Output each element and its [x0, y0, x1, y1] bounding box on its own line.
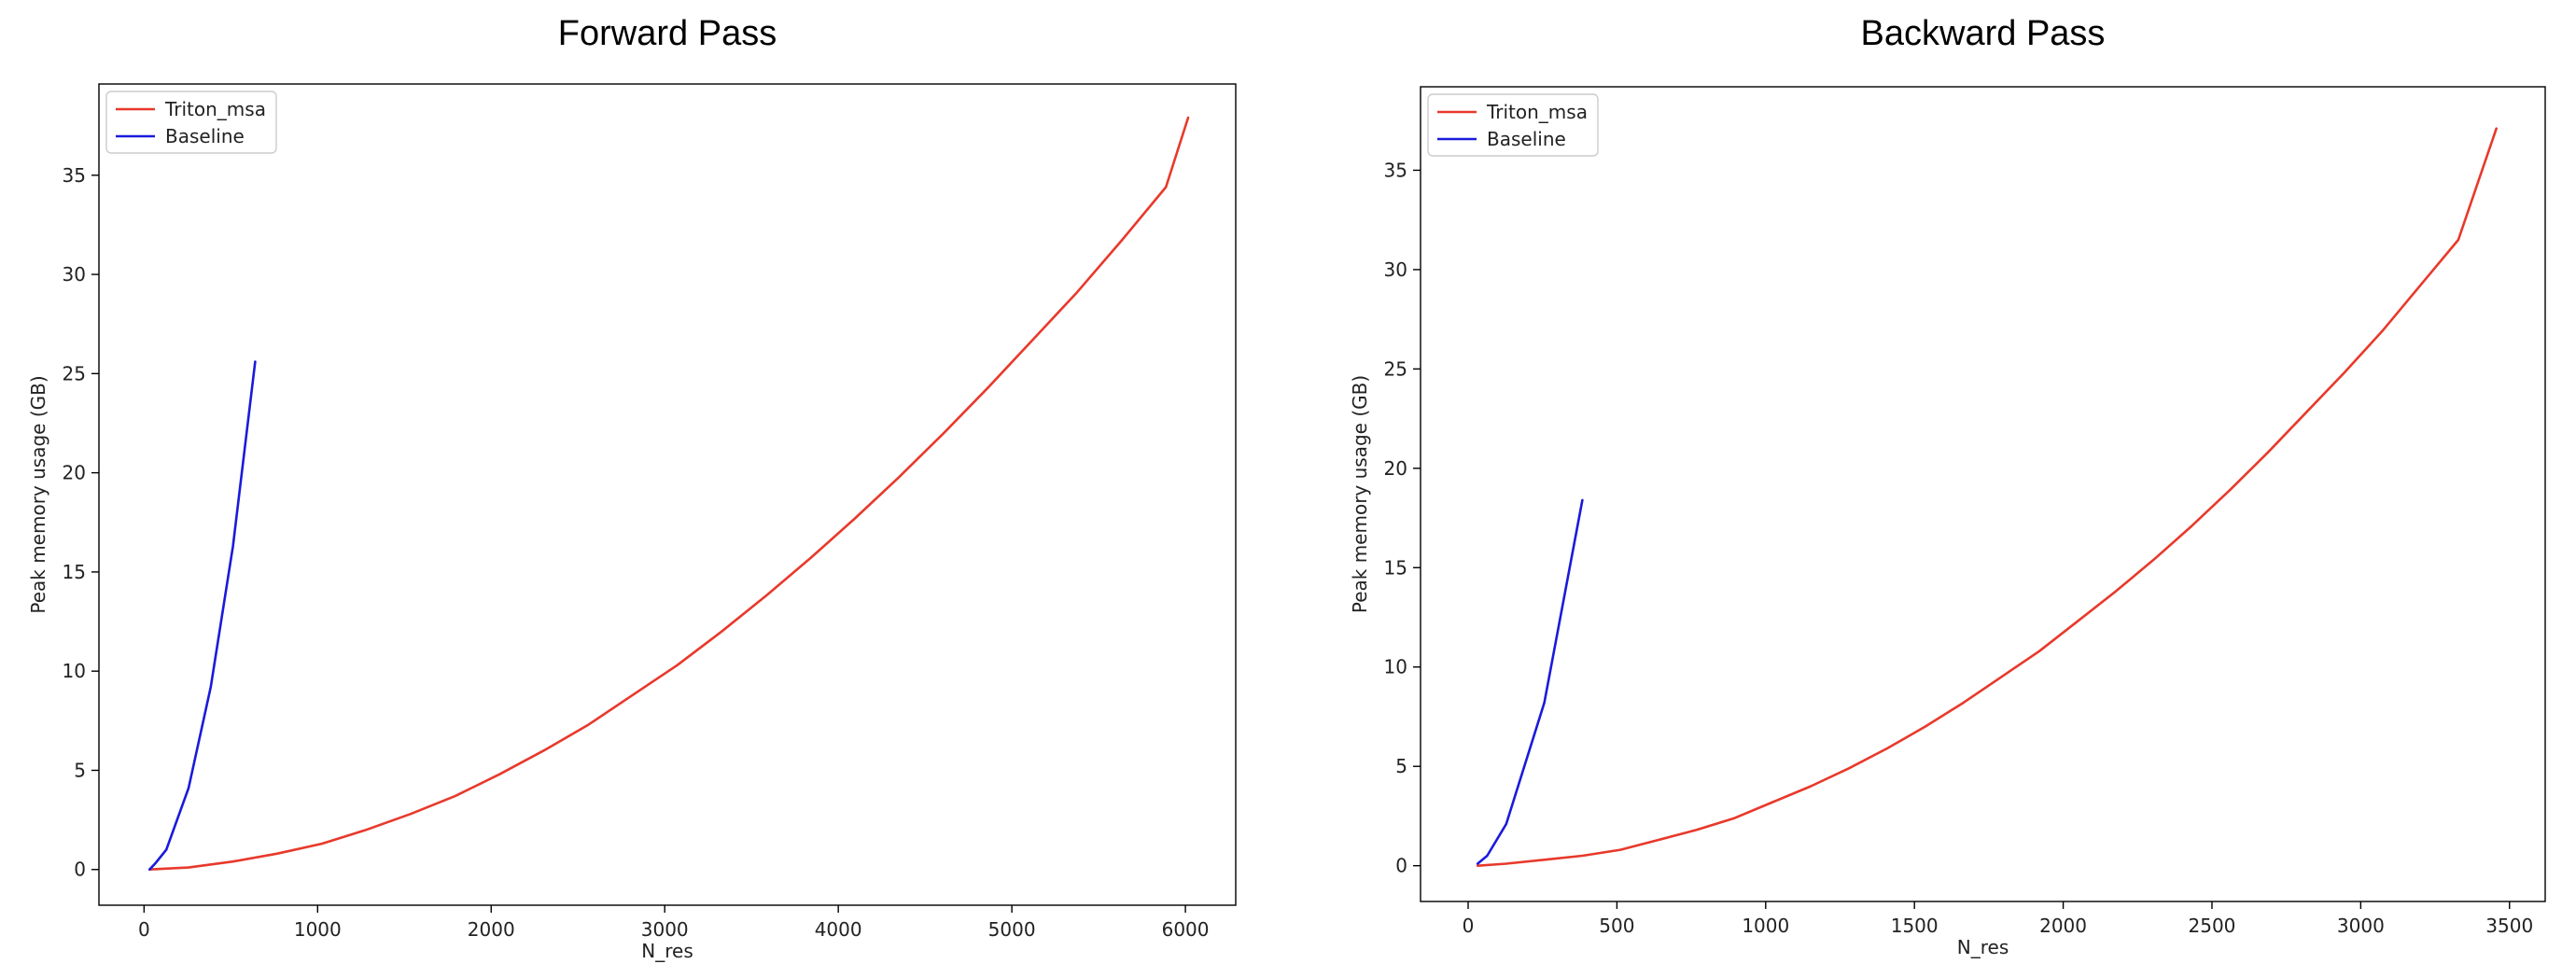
- y-tick-label: 30: [1384, 258, 1407, 281]
- legend-entry: Triton_msa: [1486, 101, 1588, 123]
- legend-entry: Baseline: [165, 125, 245, 147]
- plot-frame: [1420, 86, 2546, 902]
- y-axis-label: Peak memory usage (GB): [1349, 375, 1371, 613]
- x-tick-label: 2500: [2189, 915, 2236, 937]
- legend-box: [1427, 93, 1599, 157]
- y-tick-label: 30: [63, 263, 86, 286]
- y-tick-label: 0: [74, 859, 86, 881]
- y-tick-label: 15: [63, 561, 86, 583]
- chart-title: Forward Pass: [558, 14, 777, 53]
- y-tick-label: 0: [1395, 855, 1407, 877]
- x-axis-label: N_res: [641, 940, 693, 962]
- x-tick-label: 0: [1463, 915, 1475, 937]
- legend-box: [105, 91, 277, 154]
- y-tick-label: 10: [1384, 656, 1407, 678]
- x-tick-label: 0: [138, 918, 150, 941]
- y-tick-label: 25: [1384, 357, 1407, 380]
- y-tick-label: 5: [74, 759, 86, 781]
- y-tick-label: 35: [1384, 159, 1407, 181]
- legend-entry: Triton_msa: [164, 98, 266, 120]
- legend: Triton_msa Baseline: [1427, 93, 1599, 157]
- x-tick-label: 6000: [1162, 918, 1210, 941]
- x-tick-label: 1000: [294, 918, 342, 941]
- y-tick-label: 15: [1384, 556, 1407, 579]
- forward-pass-chart: Forward Pass 0 1000 2000 3000 4000 5000 6000 0 5 1…: [27, 14, 1237, 962]
- x-tick-label: 500: [1599, 915, 1634, 937]
- y-tick-label: 10: [63, 660, 86, 682]
- series-line-baseline: [1476, 498, 1584, 865]
- y-axis-label: Peak memory usage (GB): [27, 375, 49, 613]
- plot-frame: [98, 83, 1237, 906]
- legend: Triton_msa Baseline: [105, 91, 277, 154]
- x-tick-label: 2000: [468, 918, 515, 941]
- x-tick-label: 4000: [815, 918, 862, 941]
- y-tick-label: 20: [1384, 457, 1407, 480]
- x-tick-label: 1500: [1891, 915, 1939, 937]
- y-tick-label: 35: [63, 164, 86, 187]
- x-tick-label: 3500: [2485, 915, 2533, 937]
- x-tick-label: 2000: [2039, 915, 2087, 937]
- y-tick-label: 25: [63, 362, 86, 384]
- x-tick-label: 5000: [988, 918, 1036, 941]
- x-tick-label: 1000: [1742, 915, 1789, 937]
- y-tick-label: 20: [63, 462, 86, 484]
- legend-entry: Baseline: [1487, 128, 1566, 150]
- x-tick-label: 3000: [641, 918, 689, 941]
- chart-title: Backward Pass: [1861, 14, 2106, 53]
- x-tick-label: 3000: [2337, 915, 2385, 937]
- y-tick-label: 5: [1395, 755, 1407, 777]
- series-line-baseline: [148, 360, 257, 872]
- series-line-triton-msa: [1476, 127, 2498, 868]
- series-line-triton-msa: [148, 116, 1190, 872]
- x-axis-label: N_res: [1957, 936, 2009, 958]
